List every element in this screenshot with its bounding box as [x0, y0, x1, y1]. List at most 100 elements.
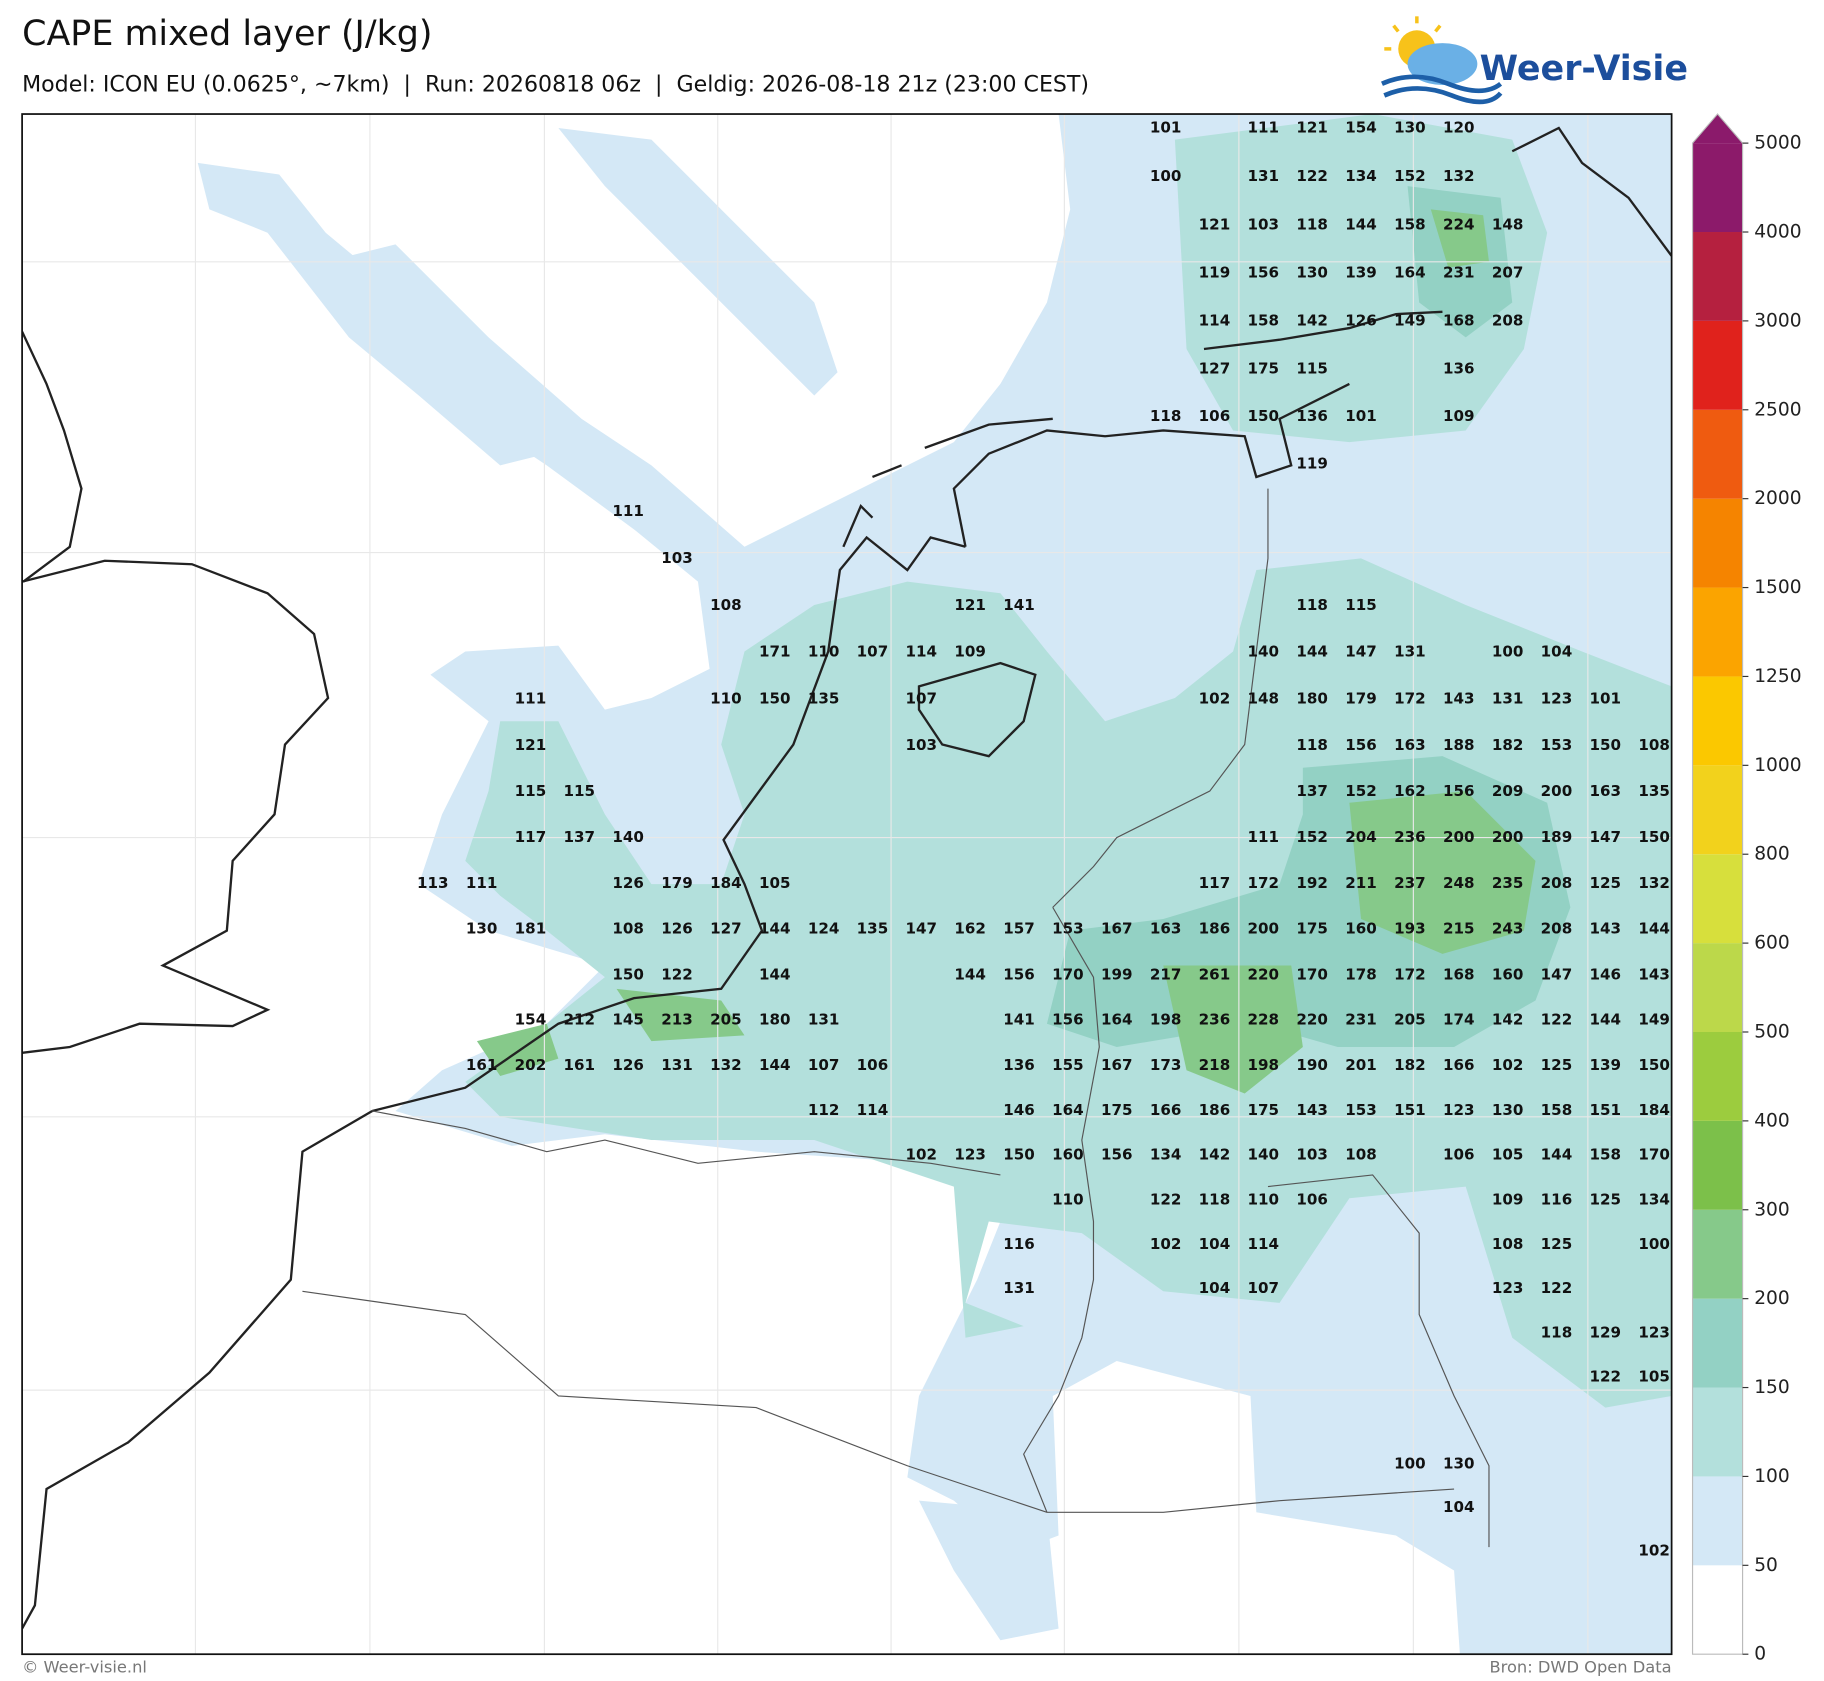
value-label: 109: [954, 643, 986, 661]
colorbar-tick-label: 500: [1754, 1021, 1790, 1042]
value-label: 147: [1541, 965, 1573, 983]
colorbar-tick-label: 3000: [1754, 310, 1801, 331]
value-label: 140: [1248, 643, 1280, 661]
value-label: 151: [1394, 1101, 1426, 1119]
value-label: 122: [1541, 1011, 1573, 1029]
value-label: 178: [1345, 965, 1377, 983]
value-label: 139: [1345, 264, 1377, 282]
value-label: 102: [1492, 1056, 1524, 1074]
value-label: 106: [857, 1056, 889, 1074]
value-label: 173: [1150, 1056, 1182, 1074]
value-label: 113: [417, 874, 449, 892]
value-label: 170: [1052, 965, 1084, 983]
value-label: 115: [1345, 596, 1377, 614]
colorbar-bin: [1692, 1298, 1743, 1388]
value-label: 175: [1296, 920, 1328, 938]
value-label: 141: [1003, 596, 1035, 614]
value-label: 100: [1492, 643, 1524, 661]
value-label: 125: [1590, 874, 1622, 892]
value-label: 117: [1199, 874, 1231, 892]
value-label: 118: [1541, 1323, 1573, 1341]
value-label: 123: [1541, 689, 1573, 707]
value-label: 213: [661, 1011, 693, 1029]
value-label: 208: [1492, 312, 1524, 330]
value-label: 200: [1248, 920, 1280, 938]
value-label: 123: [1492, 1279, 1524, 1297]
colorbar-tick-label: 400: [1754, 1110, 1790, 1131]
map-field: [22, 114, 1672, 1655]
value-label: 193: [1394, 920, 1426, 938]
value-label: 142: [1199, 1146, 1231, 1164]
value-label: 160: [1492, 965, 1524, 983]
value-label: 108: [1638, 736, 1670, 754]
value-label: 100: [1638, 1235, 1670, 1253]
value-label: 122: [661, 965, 693, 983]
value-label: 114: [1248, 1235, 1280, 1253]
colorbar-bin: [1692, 320, 1743, 410]
value-label: 209: [1492, 782, 1524, 800]
value-label: 164: [1052, 1101, 1084, 1119]
value-label: 104: [1199, 1279, 1231, 1297]
colorbar-tick-label: 1500: [1754, 577, 1801, 598]
value-label: 175: [1248, 1101, 1280, 1119]
colorbar-tick-label: 5000: [1754, 133, 1801, 154]
value-label: 156: [1345, 736, 1377, 754]
value-label: 144: [1296, 643, 1328, 661]
value-label: 175: [1248, 359, 1280, 377]
value-label: 151: [1590, 1101, 1622, 1119]
value-label: 224: [1443, 215, 1475, 233]
value-label: 111: [612, 502, 644, 520]
value-label: 124: [808, 920, 840, 938]
value-label: 141: [1003, 1011, 1035, 1029]
value-label: 163: [1394, 736, 1426, 754]
value-label: 109: [1492, 1190, 1524, 1208]
value-label: 143: [1590, 920, 1622, 938]
value-label: 171: [759, 643, 791, 661]
subtitle: Model: ICON EU (0.0625°, ~7km) | Run: 20…: [22, 71, 1089, 97]
value-label: 140: [612, 828, 644, 846]
logo-icon: [1381, 16, 1503, 105]
value-label: 127: [1199, 359, 1231, 377]
value-label: 103: [1296, 1146, 1328, 1164]
colorbar-tick-label: 300: [1754, 1199, 1790, 1220]
value-label: 131: [808, 1011, 840, 1029]
value-label: 143: [1443, 689, 1475, 707]
value-label: 103: [1248, 215, 1280, 233]
value-label: 104: [1541, 643, 1573, 661]
colorbar-bin: [1692, 1565, 1743, 1655]
colorbar-tick-label: 100: [1754, 1466, 1790, 1487]
value-label: 106: [1199, 407, 1231, 425]
value-label: 119: [1199, 264, 1231, 282]
value-label: 181: [515, 920, 547, 938]
colorbar-bin: [1692, 854, 1743, 944]
value-label: 150: [759, 689, 791, 707]
value-label: 100: [1150, 167, 1182, 185]
value-label: 235: [1492, 874, 1524, 892]
value-label: 156: [1248, 264, 1280, 282]
value-label: 164: [1394, 264, 1426, 282]
value-label: 131: [1003, 1279, 1035, 1297]
value-label: 104: [1199, 1235, 1231, 1253]
value-label: 123: [1443, 1101, 1475, 1119]
value-label: 117: [515, 828, 547, 846]
value-label: 175: [1101, 1101, 1133, 1119]
value-label: 174: [1443, 1011, 1475, 1029]
value-label: 108: [1345, 1146, 1377, 1164]
value-label: 126: [1345, 312, 1377, 330]
value-label: 136: [1003, 1056, 1035, 1074]
value-label: 119: [1296, 455, 1328, 473]
value-label: 135: [1638, 782, 1670, 800]
value-label: 168: [1443, 965, 1475, 983]
value-label: 131: [1394, 643, 1426, 661]
value-label: 115: [1296, 359, 1328, 377]
value-label: 153: [1541, 736, 1573, 754]
colorbar-bin: [1692, 498, 1743, 588]
value-label: 142: [1296, 312, 1328, 330]
value-label: 134: [1638, 1190, 1670, 1208]
value-label: 144: [759, 920, 791, 938]
colorbar-bin: [1692, 765, 1743, 855]
value-label: 158: [1590, 1146, 1622, 1164]
value-label: 148: [1492, 215, 1524, 233]
value-label: 118: [1296, 736, 1328, 754]
colorbar-bin: [1692, 587, 1743, 677]
